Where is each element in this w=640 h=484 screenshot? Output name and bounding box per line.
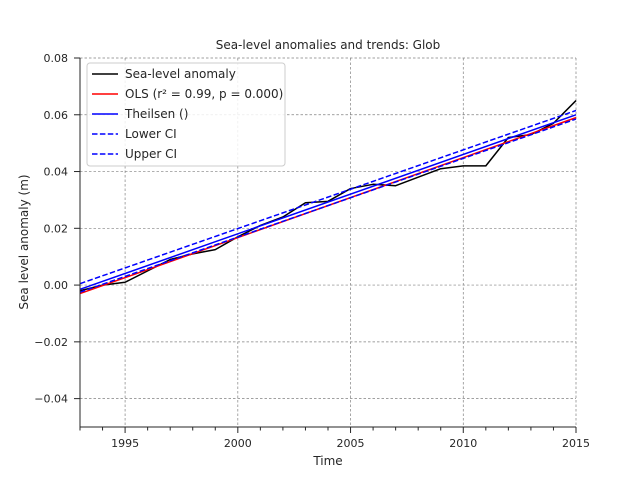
y-axis-label: Sea level anomaly (m) [17, 174, 31, 309]
axes: 1995 2000 2005 2010 2015 −0.04 −0.02 0.00 0.02 0.… [34, 52, 590, 450]
x-tick-label: 2010 [449, 437, 477, 450]
series-line-3 [79, 118, 577, 293]
x-tick-label: 2000 [224, 437, 252, 450]
x-tick-label: 2015 [562, 437, 590, 450]
x-tick-label: 2005 [337, 437, 365, 450]
y-tick-label: −0.02 [34, 336, 68, 349]
chart-title: Sea-level anomalies and trends: Glob [216, 38, 441, 52]
y-tick-label: 0.08 [44, 52, 69, 65]
legend-label-2: Theilsen () [124, 107, 188, 121]
y-tick-label: −0.04 [34, 393, 68, 406]
series-line-2 [79, 114, 577, 291]
legend-label-1: OLS (r² = 0.99, p = 0.000) [125, 87, 283, 101]
x-tick-label: 1995 [111, 437, 139, 450]
legend-label-3: Lower CI [125, 127, 177, 141]
legend-label-0: Sea-level anomaly [125, 67, 236, 81]
series-line-4 [79, 109, 577, 285]
y-tick-label: 0.06 [44, 109, 69, 122]
legend-box [86, 62, 286, 167]
y-tick-label: 0.00 [44, 279, 69, 292]
legend: Sea-level anomaly OLS (r² = 0.99, p = 0.0… [86, 62, 286, 167]
y-tick-label: 0.02 [44, 222, 69, 235]
series-layer [79, 100, 577, 295]
y-tick-label: 0.04 [44, 166, 69, 179]
x-axis-label: Time [312, 454, 342, 468]
legend-label-4: Upper CI [125, 147, 177, 161]
